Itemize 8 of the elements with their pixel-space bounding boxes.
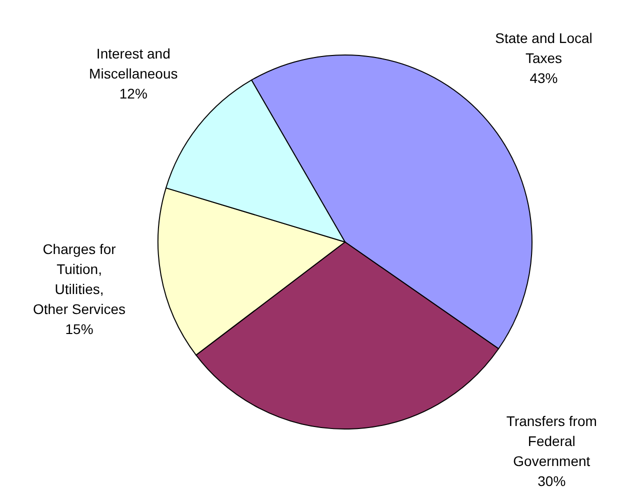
slice-label: Charges for Tuition, Utilities, Other Services bbox=[32, 240, 126, 317]
slice-label: Transfers from Federal Government bbox=[506, 413, 597, 469]
data-label: 15% bbox=[65, 320, 94, 337]
data-label: 12% bbox=[119, 85, 148, 102]
slice-label: State and Local Taxes bbox=[495, 30, 592, 66]
slice-label: Interest and Miscellaneous bbox=[89, 45, 178, 82]
data-label: 43% bbox=[530, 70, 558, 86]
data-label: 30% bbox=[538, 473, 566, 489]
